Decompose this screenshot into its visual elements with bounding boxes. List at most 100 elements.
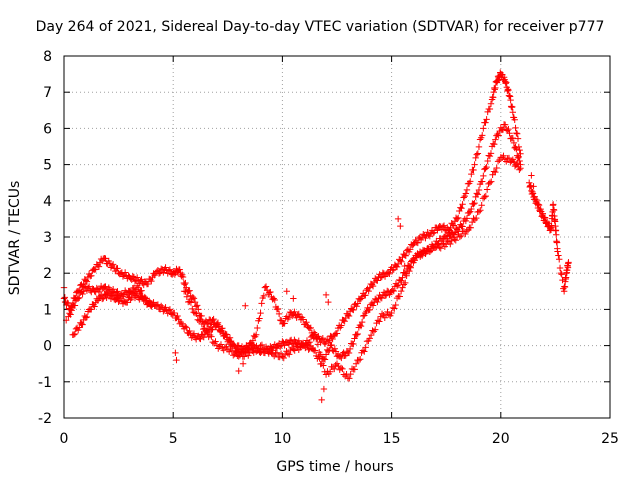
data-point xyxy=(483,186,491,193)
data-point xyxy=(82,277,90,284)
data-point xyxy=(190,295,198,302)
data-point xyxy=(157,302,165,310)
data-point xyxy=(468,170,475,178)
data-point xyxy=(355,356,363,364)
data-point xyxy=(68,307,75,314)
data-point xyxy=(144,280,152,288)
data-point xyxy=(233,345,240,352)
data-point xyxy=(326,368,334,375)
data-point xyxy=(281,351,289,359)
data-point xyxy=(257,309,264,317)
data-point xyxy=(162,264,169,271)
data-point xyxy=(325,338,332,346)
data-point xyxy=(490,168,498,175)
data-point xyxy=(285,341,293,348)
data-point xyxy=(313,334,320,341)
data-point xyxy=(273,349,281,356)
data-point xyxy=(212,338,219,345)
data-point xyxy=(429,230,437,237)
data-point xyxy=(462,190,470,197)
data-point xyxy=(352,360,360,367)
data-point xyxy=(506,93,514,100)
data-point xyxy=(181,281,188,288)
y-tick-label: 0 xyxy=(43,339,52,355)
data-point xyxy=(473,151,480,158)
data-point xyxy=(109,261,117,268)
data-point xyxy=(271,341,278,348)
data-point xyxy=(504,86,512,93)
chart-title: Day 264 of 2021, Sidereal Day-to-day VTE… xyxy=(36,19,605,35)
data-point xyxy=(511,116,518,123)
data-point xyxy=(372,326,379,333)
data-point xyxy=(503,158,510,165)
data-point xyxy=(290,346,297,353)
data-point xyxy=(322,371,330,378)
data-point xyxy=(357,356,364,363)
data-point xyxy=(82,314,90,321)
data-point xyxy=(279,353,286,360)
data-point xyxy=(129,273,136,280)
data-point xyxy=(399,284,406,291)
data-point xyxy=(252,331,260,338)
data-point xyxy=(197,335,204,343)
data-point xyxy=(102,283,109,290)
data-point xyxy=(295,337,302,345)
data-point xyxy=(390,287,397,295)
data-point xyxy=(474,150,482,157)
data-point xyxy=(174,312,181,320)
data-point xyxy=(406,246,414,253)
data-point xyxy=(325,298,332,306)
data-point xyxy=(410,255,417,262)
data-point xyxy=(389,304,397,312)
data-point xyxy=(394,215,402,223)
data-point xyxy=(440,222,448,229)
data-point xyxy=(67,311,74,318)
data-point xyxy=(217,341,225,348)
data-point xyxy=(138,276,145,283)
data-point xyxy=(479,132,486,139)
data-point xyxy=(478,202,485,209)
data-point xyxy=(475,143,483,151)
data-point xyxy=(472,154,479,162)
data-point xyxy=(213,342,221,349)
data-point xyxy=(76,294,83,301)
data-point xyxy=(339,365,346,373)
data-point xyxy=(401,262,408,270)
data-point xyxy=(556,256,563,263)
data-point xyxy=(513,129,520,137)
data-point xyxy=(506,92,513,100)
data-point xyxy=(109,291,117,299)
data-point xyxy=(357,322,365,330)
data-point xyxy=(204,320,212,328)
data-point xyxy=(166,306,174,313)
data-point xyxy=(148,277,155,285)
data-point xyxy=(193,310,200,317)
data-point xyxy=(500,152,507,159)
data-point xyxy=(318,353,326,361)
data-point xyxy=(176,266,183,273)
data-point xyxy=(400,281,408,288)
data-point xyxy=(390,266,397,273)
data-point xyxy=(506,130,513,137)
data-point xyxy=(501,121,509,128)
data-point xyxy=(79,321,86,328)
data-point xyxy=(155,270,163,277)
data-point xyxy=(487,100,495,107)
data-point xyxy=(388,309,395,317)
data-point xyxy=(539,210,547,217)
data-point xyxy=(440,240,447,247)
data-point xyxy=(512,124,519,132)
data-point xyxy=(535,201,543,209)
data-point xyxy=(525,179,533,186)
tick-labels: 0 5 10 15 20 25 -2 -1 0 1 2 3 4 5 6 7 8 xyxy=(38,49,619,447)
data-point xyxy=(333,330,341,337)
data-point xyxy=(482,192,489,200)
data-point xyxy=(307,333,315,341)
x-tick-label: 25 xyxy=(601,431,619,447)
data-point xyxy=(393,263,401,271)
data-point xyxy=(88,306,95,313)
data-point xyxy=(502,80,509,87)
data-point xyxy=(115,298,122,305)
data-point xyxy=(345,312,353,320)
data-point xyxy=(260,292,268,300)
